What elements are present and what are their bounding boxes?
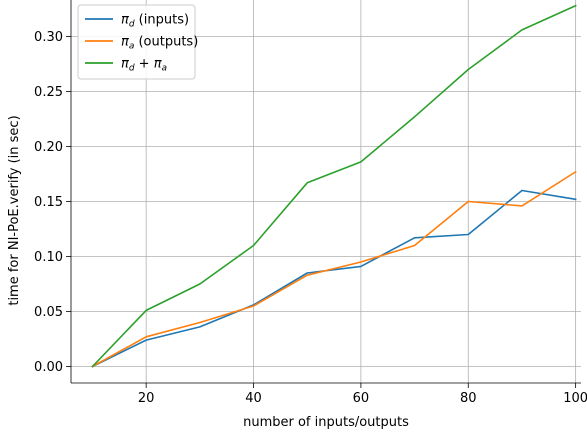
legend-entry-1: πa (outputs) [121, 35, 198, 52]
series-line-1 [91, 170, 577, 368]
y-tick-label-5: 0.25 [34, 85, 63, 100]
legend-entry-2: πd + πa [121, 57, 167, 74]
legend-box [77, 4, 196, 80]
y-axis-label: time for NI-PoE.verify (in sec) [7, 115, 22, 305]
legend-entry-0: πd (inputs) [121, 13, 189, 30]
x-tick-label-4: 100 [563, 391, 587, 406]
y-tick-label-3: 0.15 [34, 195, 63, 210]
axes [70, 0, 581, 384]
series-line-2 [91, 4, 577, 368]
y-tick-label-1: 0.05 [34, 305, 63, 320]
y-tick-label-4: 0.20 [34, 140, 63, 155]
x-axis-label: number of inputs/outputs [243, 415, 409, 430]
y-tick-label-0: 0.00 [34, 360, 63, 375]
x-tick-label-0: 20 [138, 391, 155, 406]
series-line-0 [91, 189, 577, 368]
ticks: 20 40 60 80 100 0.00 0.05 0.10 0.15 0.20 0.25 0.30 [34, 30, 587, 406]
x-tick-label-2: 60 [353, 391, 370, 406]
legend: πd (inputs) πa (outputs) πd + πa [77, 4, 198, 80]
y-tick-label-2: 0.10 [34, 250, 63, 265]
x-tick-label-1: 40 [245, 391, 262, 406]
y-tick-label-6: 0.30 [34, 30, 63, 45]
x-tick-label-3: 80 [460, 391, 477, 406]
series-layer [91, 4, 577, 368]
